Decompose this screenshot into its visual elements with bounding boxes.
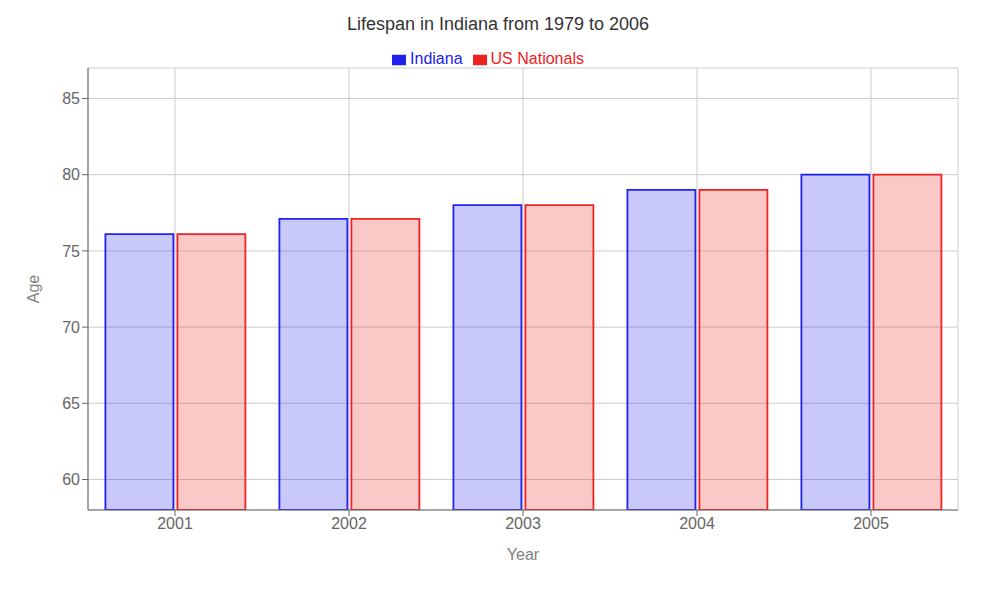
svg-text:70: 70 (62, 319, 80, 336)
svg-text:85: 85 (62, 90, 80, 107)
svg-text:65: 65 (62, 395, 80, 412)
svg-text:Age: Age (25, 275, 42, 304)
svg-text:2002: 2002 (331, 515, 367, 532)
html-text:Indiana: Indiana (410, 50, 463, 67)
html-text:US Nationals: US Nationals (490, 50, 584, 67)
svg-text:Year: Year (507, 546, 540, 563)
svg-text:2005: 2005 (853, 515, 889, 532)
svg-text:2001: 2001 (157, 515, 193, 532)
svg-text:80: 80 (62, 166, 80, 183)
svg-text:2003: 2003 (505, 515, 541, 532)
html-text:Lifespan in Indiana from 1979: Lifespan in Indiana from 1979 to 2006 (346, 14, 650, 34)
svg-text:2004: 2004 (679, 515, 715, 532)
svg-text:75: 75 (62, 243, 80, 260)
svg-text:60: 60 (62, 471, 80, 488)
